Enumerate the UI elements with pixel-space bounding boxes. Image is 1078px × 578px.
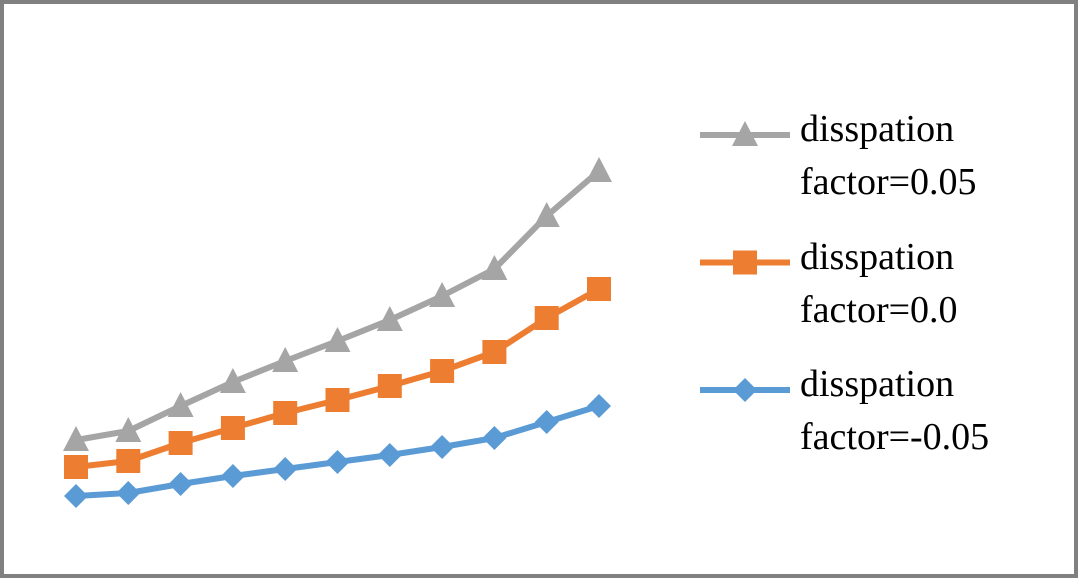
- data-point: [534, 306, 559, 330]
- data-point: [430, 359, 455, 383]
- data-point: [377, 443, 402, 467]
- data-point: [482, 426, 507, 450]
- data-point: [115, 417, 142, 442]
- data-point: [219, 368, 246, 393]
- legend-marker: [733, 378, 757, 402]
- data-point: [534, 410, 559, 434]
- data-point: [587, 277, 611, 301]
- data-point: [63, 426, 89, 451]
- data-point: [429, 282, 456, 307]
- legend-label: disspation factor=0.0: [800, 235, 958, 331]
- data-point: [220, 464, 245, 488]
- data-point: [167, 392, 194, 417]
- legend-label: disspation factor=0.05: [800, 108, 977, 203]
- data-point: [481, 255, 508, 280]
- data-point: [220, 416, 245, 440]
- data-point: [272, 347, 299, 372]
- legend-marker: [732, 121, 758, 146]
- legend-marker: [733, 250, 757, 275]
- series-line: [75, 286, 601, 470]
- data-point: [168, 431, 193, 455]
- legend-label: disspation factor=-0.05: [800, 363, 990, 458]
- chart: [63, 121, 790, 508]
- data-point: [273, 457, 298, 481]
- data-point: [168, 472, 193, 496]
- data-point: [430, 435, 455, 459]
- data-point: [273, 401, 298, 425]
- data-point: [325, 450, 350, 474]
- data-point: [116, 481, 141, 505]
- data-point: [64, 484, 88, 508]
- data-point: [324, 327, 351, 352]
- data-point: [587, 394, 611, 418]
- data-point: [377, 374, 402, 398]
- data-point: [376, 306, 403, 331]
- data-point: [586, 157, 612, 182]
- data-point: [482, 340, 507, 364]
- data-point: [116, 449, 141, 473]
- data-point: [64, 455, 88, 479]
- data-point: [533, 202, 560, 227]
- data-point: [325, 388, 350, 412]
